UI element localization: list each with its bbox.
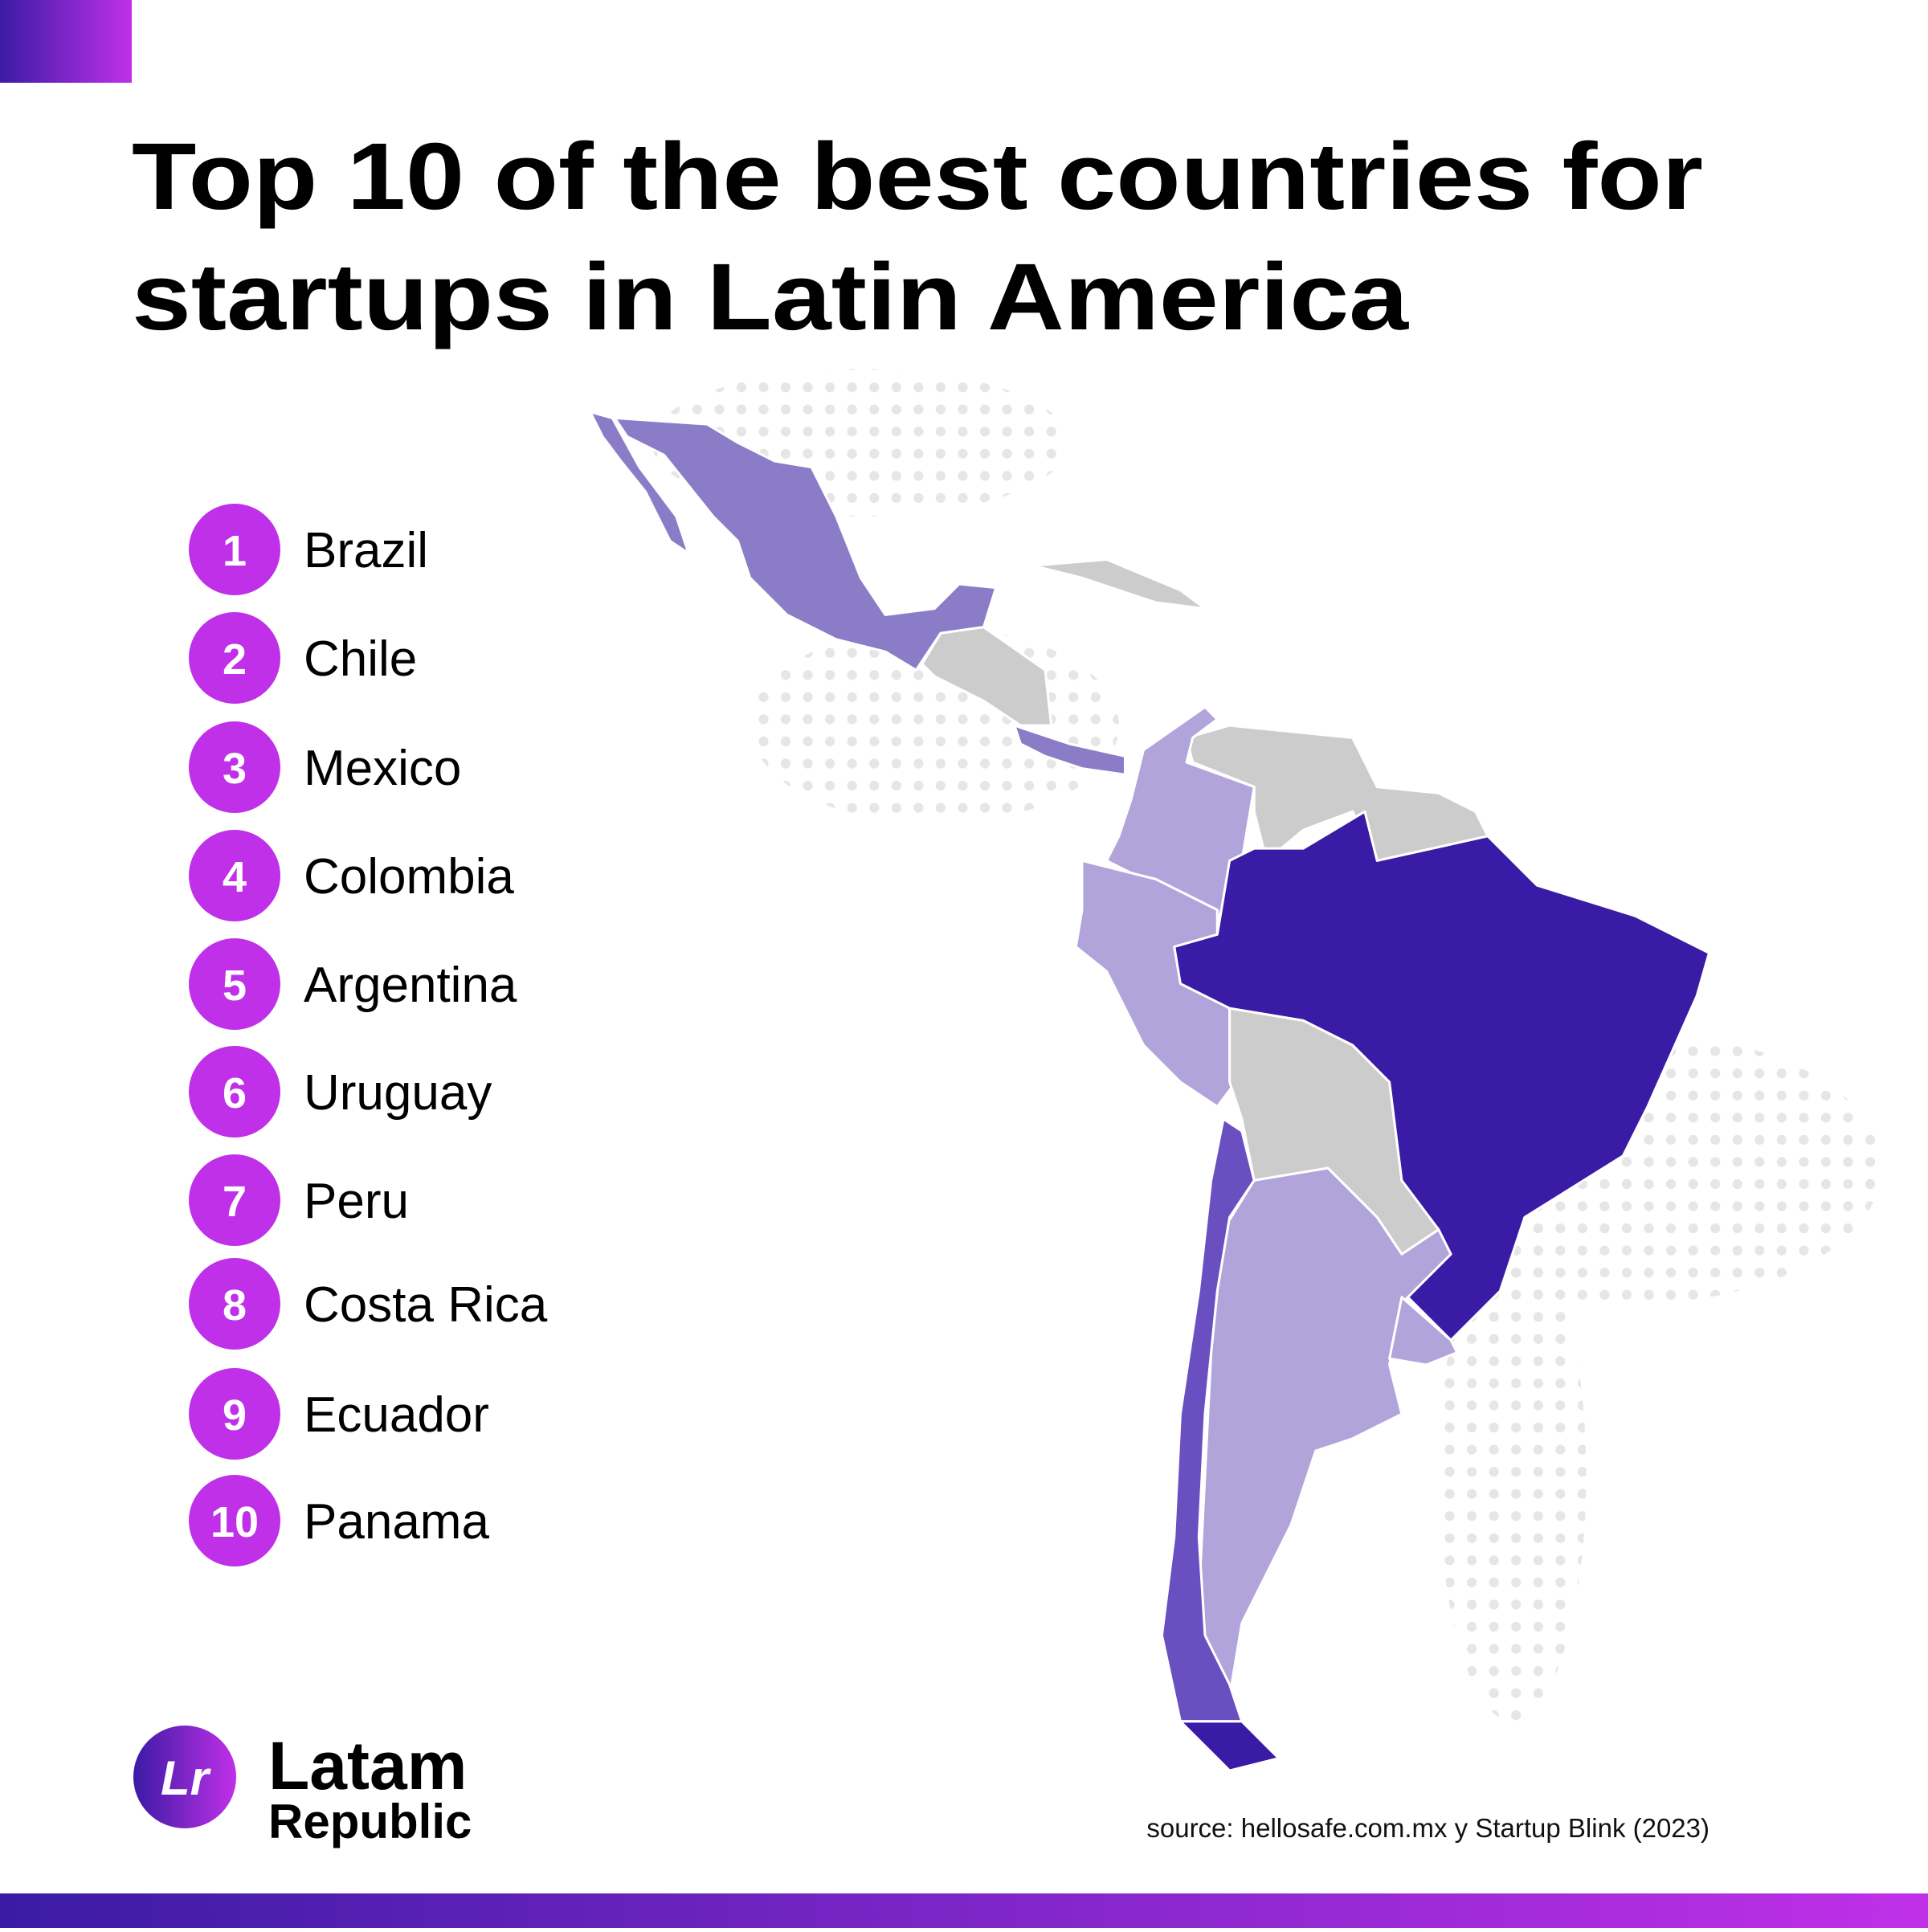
rank-badge bbox=[189, 1475, 280, 1566]
source: source: hellosafe.com.mx y Startup Blink… bbox=[1146, 1813, 1709, 1843]
rank-number: 2 bbox=[223, 635, 247, 684]
map bbox=[589, 369, 1881, 1772]
country-name: Panama bbox=[304, 1494, 489, 1550]
country-name: Ecuador bbox=[304, 1387, 489, 1443]
rank-badge bbox=[189, 504, 280, 595]
country-name: Colombia bbox=[304, 849, 514, 905]
country-name: Brazil bbox=[304, 523, 428, 578]
rank-badge bbox=[189, 1154, 280, 1246]
logo-mark: Lr bbox=[161, 1751, 212, 1805]
rank-number: 5 bbox=[223, 962, 247, 1010]
rank-badge bbox=[189, 721, 280, 813]
country-name: Peru bbox=[304, 1174, 409, 1229]
ranking-list: 1 Brazil 2 Chile 3 Mexico 4 Colombia 5 Argentina 6… bbox=[189, 504, 548, 1566]
title-line: Top 10 of the best countries for bbox=[132, 124, 1703, 230]
rank-number: 8 bbox=[223, 1281, 247, 1330]
rank-badge bbox=[189, 612, 280, 704]
logo: Lr Latam Republic bbox=[133, 1726, 472, 1848]
rank-badge bbox=[189, 938, 280, 1030]
rank-number: 7 bbox=[223, 1178, 247, 1226]
logo-text: Republic bbox=[268, 1795, 472, 1848]
rank-badge bbox=[189, 830, 280, 921]
country-name: Uruguay bbox=[304, 1065, 492, 1121]
rank-badge bbox=[189, 1046, 280, 1138]
country-name: Costa Rica bbox=[304, 1277, 548, 1333]
rank-number: 10 bbox=[210, 1498, 259, 1546]
country-name: Chile bbox=[304, 631, 417, 687]
rank-number: 9 bbox=[223, 1391, 247, 1440]
rank-number: 4 bbox=[223, 853, 247, 901]
rank-number: 6 bbox=[223, 1069, 247, 1117]
logo-text: Latam bbox=[268, 1728, 467, 1803]
countries bbox=[589, 410, 1711, 1772]
logo-badge bbox=[133, 1726, 236, 1828]
rank-number: 1 bbox=[223, 527, 247, 575]
country-name: Mexico bbox=[304, 741, 461, 796]
rank-badge bbox=[189, 1368, 280, 1460]
corner-accent bbox=[0, 0, 132, 83]
rank-number: 3 bbox=[223, 745, 247, 793]
rank-badge bbox=[189, 1258, 280, 1350]
country-name: Argentina bbox=[304, 958, 517, 1013]
title-line: startups in Latin America bbox=[132, 244, 1410, 350]
bottom-bar bbox=[0, 1893, 1928, 1928]
